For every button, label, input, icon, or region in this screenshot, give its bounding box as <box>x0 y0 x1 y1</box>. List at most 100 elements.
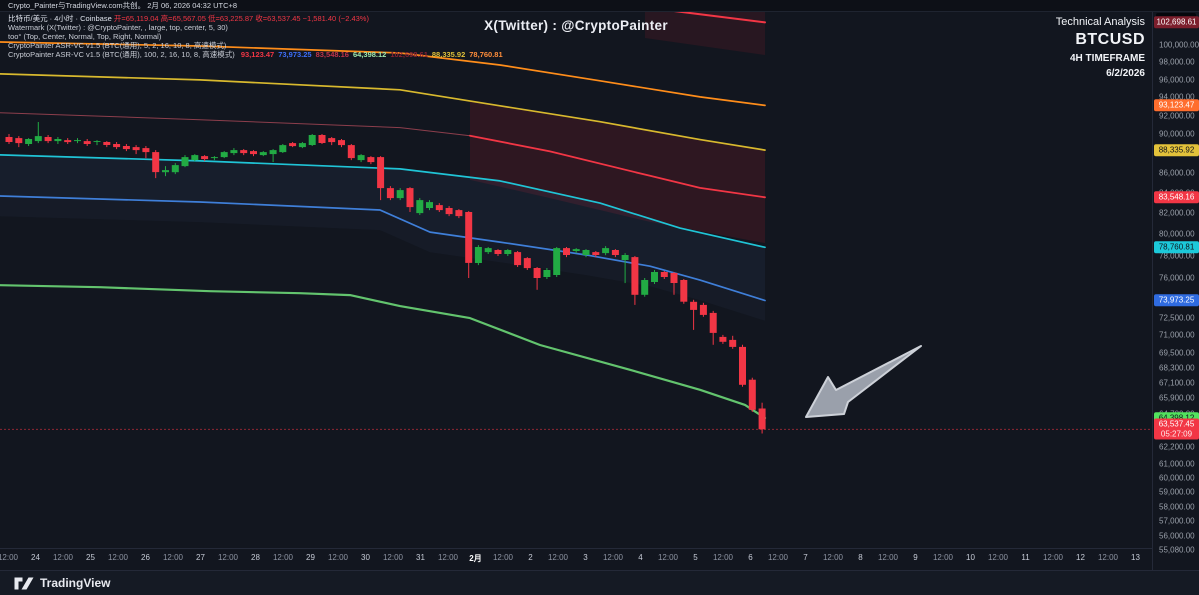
price-axis-label: 59,000.00 <box>1159 487 1195 497</box>
candle[interactable] <box>201 155 209 162</box>
corner-technical-analysis: Technical Analysis <box>1055 16 1145 28</box>
candle[interactable] <box>670 272 678 295</box>
candle[interactable] <box>74 138 81 144</box>
legend-watermark-row[interactable]: Watermark (X(Twitter) : @CryptoPainter, … <box>8 23 503 33</box>
candle[interactable] <box>347 144 355 161</box>
candle[interactable] <box>611 249 619 258</box>
candle[interactable] <box>83 139 91 146</box>
candle[interactable] <box>484 247 492 254</box>
price-axis-label: 56,000.00 <box>1159 531 1195 541</box>
candle[interactable] <box>445 206 453 217</box>
time-axis-label: 2 <box>528 553 533 562</box>
candle[interactable] <box>34 122 42 144</box>
candle[interactable] <box>543 268 551 279</box>
candle[interactable] <box>739 344 746 387</box>
price-axis-label: 92,000.00 <box>1159 111 1195 121</box>
candle[interactable] <box>220 151 228 159</box>
candle[interactable] <box>152 150 160 179</box>
candle[interactable] <box>651 270 658 284</box>
candle[interactable] <box>279 144 287 153</box>
candle[interactable] <box>455 209 463 219</box>
candle[interactable] <box>563 247 570 258</box>
time-axis-label: 13 <box>1131 553 1140 562</box>
candle[interactable] <box>514 251 522 267</box>
candle[interactable] <box>592 251 600 258</box>
candlestick-series[interactable] <box>5 122 766 434</box>
candle[interactable] <box>690 299 698 330</box>
candle[interactable] <box>250 150 257 157</box>
candle[interactable] <box>113 142 121 150</box>
candle[interactable] <box>54 137 62 144</box>
candle[interactable] <box>641 278 649 297</box>
candlestick-chart-canvas[interactable] <box>0 0 1152 548</box>
time-axis-label: 4 <box>638 553 643 562</box>
candle[interactable] <box>269 149 277 163</box>
candle[interactable] <box>494 249 502 256</box>
candle[interactable] <box>15 136 23 148</box>
candle[interactable] <box>367 156 375 165</box>
tradingview-logo[interactable]: TradingView <box>14 576 110 590</box>
candle[interactable] <box>474 245 482 266</box>
candle[interactable] <box>103 141 111 148</box>
candle[interactable] <box>93 140 101 146</box>
arrow-annotation[interactable] <box>805 345 922 418</box>
candle[interactable] <box>631 256 639 305</box>
candle[interactable] <box>142 146 150 159</box>
candle[interactable] <box>465 211 473 278</box>
candle[interactable] <box>621 253 629 284</box>
too-params: too° (Top, Center, Normal, Top, Right, N… <box>8 32 162 42</box>
candle[interactable] <box>435 203 443 212</box>
candle[interactable] <box>719 334 727 344</box>
candle[interactable] <box>240 149 248 156</box>
candle[interactable] <box>553 247 561 277</box>
candle[interactable] <box>699 302 707 317</box>
time-axis-label: 12:00 <box>52 553 74 562</box>
legend-symbol-row[interactable]: 比特币/美元 · 4小时 · Coinbase 开=65,119.04 高=65… <box>8 14 503 24</box>
candle[interactable] <box>171 163 179 175</box>
candle[interactable] <box>758 402 766 434</box>
candle[interactable] <box>386 186 394 201</box>
candle[interactable] <box>44 135 52 144</box>
candle[interactable] <box>523 257 531 270</box>
candle[interactable] <box>660 271 668 279</box>
time-axis[interactable]: 12:00 24 12:00 25 12:00 26 12:00 27 12:00 28 12:00… <box>0 548 1152 571</box>
candle[interactable] <box>298 142 306 149</box>
candle[interactable] <box>5 134 13 144</box>
candle[interactable] <box>582 249 590 258</box>
candle[interactable] <box>533 267 541 290</box>
candle[interactable] <box>191 154 199 162</box>
candle[interactable] <box>162 166 169 177</box>
price-axis[interactable]: USD 100,000.0098,000.0096,000.0094,000.0… <box>1152 12 1199 570</box>
legend-asr-fast-row[interactable]: CryptoPainter ASR-VC v1.5 (BTC(通用), 5, 2… <box>8 41 503 51</box>
candle[interactable] <box>318 134 326 144</box>
candle[interactable] <box>680 279 688 304</box>
candle[interactable] <box>709 310 717 345</box>
candle[interactable] <box>132 145 140 155</box>
candle[interactable] <box>504 249 512 256</box>
candle[interactable] <box>426 200 433 211</box>
legend-too-row[interactable]: too° (Top, Center, Normal, Top, Right, N… <box>8 32 503 42</box>
candle[interactable] <box>572 248 580 254</box>
candle[interactable] <box>328 137 336 146</box>
candle[interactable] <box>377 156 385 201</box>
candle[interactable] <box>230 148 238 156</box>
candle[interactable] <box>308 134 316 146</box>
candle[interactable] <box>289 142 297 148</box>
candle[interactable] <box>210 156 218 161</box>
candle[interactable] <box>406 187 414 212</box>
candle[interactable] <box>729 335 737 349</box>
candle[interactable] <box>259 151 267 157</box>
candle[interactable] <box>602 246 610 256</box>
candle[interactable] <box>25 138 33 146</box>
time-axis-label: 24 <box>31 553 40 562</box>
candle[interactable] <box>338 139 345 148</box>
legend-asr-main-row[interactable]: CryptoPainter ASR-VC v1.5 (BTC(通用), 100,… <box>8 51 503 60</box>
candle[interactable] <box>64 138 72 144</box>
candle[interactable] <box>396 188 404 201</box>
candle[interactable] <box>181 155 189 168</box>
candle[interactable] <box>748 377 756 412</box>
symbol-description: 比特币/美元 · 4小时 · Coinbase <box>8 14 112 23</box>
candle[interactable] <box>416 198 424 215</box>
candle[interactable] <box>357 154 365 163</box>
candle[interactable] <box>122 144 130 152</box>
